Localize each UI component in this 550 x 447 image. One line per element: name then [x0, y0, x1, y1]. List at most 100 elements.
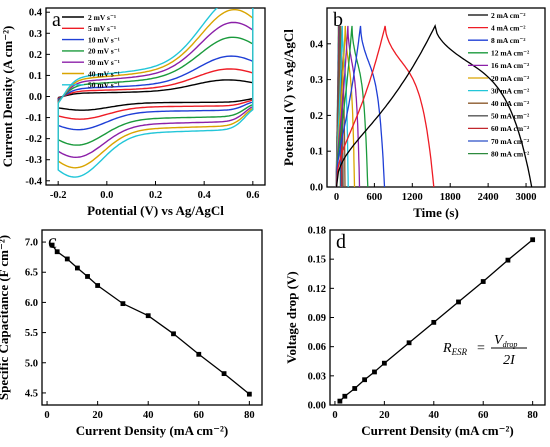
x-tick-label: 40 — [143, 410, 154, 421]
legend: 2 mV s⁻¹ 5 mV s⁻¹ 10 mV s⁻¹ 20 mV s⁻¹ 30 mV … — [62, 13, 120, 90]
panel-c: 0 20 40 60 80 4.5 5.0 5.5 6.0 6.5 7.0 c Current Dens… — [0, 229, 263, 438]
capacitance-point — [49, 242, 55, 248]
y-tick-label: 0.06 — [308, 342, 326, 353]
x-tick-label: 0 — [44, 410, 49, 421]
y-tick-label: 0.2 — [29, 50, 42, 61]
legend-label: 50 mV s⁻¹ — [88, 81, 120, 90]
plot-frame — [41, 229, 263, 406]
legend-label: 20 mV s⁻¹ — [88, 47, 120, 56]
voltage-drop-point — [381, 360, 387, 366]
x-tick-label: 1200 — [402, 192, 423, 203]
voltage-drop-point — [505, 257, 511, 263]
y-tick-label: 6.5 — [25, 268, 38, 279]
panel-letter: d — [336, 231, 346, 253]
voltage-drop-point — [362, 377, 367, 383]
panel-a: -0.2 0.0 0.2 0.4 0.6 -0.4 -0.3 -0.2 -0.1 0.0 0.1 0.… — [0, 7, 266, 218]
gcd-series — [335, 25, 386, 188]
y-tick-label: 0.3 — [29, 29, 42, 40]
y-tick-label: -0.4 — [25, 176, 42, 187]
legend-label: 40 mV s⁻¹ — [88, 69, 120, 78]
y-tick-label: -0.2 — [25, 134, 42, 145]
legend-label: 2 mA cm⁻² — [491, 11, 526, 20]
y-tick-label: -0.3 — [25, 155, 42, 166]
capacitance-point — [120, 301, 126, 307]
voltage-drop-point — [337, 398, 343, 404]
esr-equation: RESR = Vdrop 2I — [442, 333, 527, 368]
panel-letter: a — [52, 9, 61, 31]
voltage-drop-line — [339, 239, 534, 402]
panel-letter: b — [333, 9, 343, 31]
gcd-series — [335, 25, 361, 188]
x-tick-label: 600 — [367, 192, 383, 203]
capacitance-point — [95, 283, 101, 288]
y-axis-title: Current Density (A cm⁻²) — [0, 26, 15, 168]
y-tick-label: 0.12 — [308, 284, 326, 295]
voltage-drop-point — [342, 393, 348, 399]
x-tick-label: 60 — [478, 410, 489, 421]
x-tick-label: 40 — [429, 410, 440, 421]
y-tick-label: -0.1 — [25, 113, 42, 124]
voltage-drop-point — [456, 299, 461, 305]
y-tick-label: 0.4 — [310, 39, 324, 50]
capacitance-point — [246, 391, 252, 397]
gcd-series — [335, 24, 533, 188]
x-tick-label: 60 — [194, 410, 205, 421]
equation-denominator: 2I — [503, 353, 516, 368]
voltage-drop-point — [372, 369, 377, 375]
legend-label: 2 mV s⁻¹ — [88, 13, 116, 22]
y-tick-label: 0.1 — [29, 71, 42, 82]
legend-label: 16 mA cm⁻² — [491, 61, 530, 70]
capacitance-line — [51, 244, 250, 395]
x-tick-label: 80 — [527, 410, 538, 421]
x-tick-label: 20 — [379, 410, 390, 421]
y-tick-label: 0.1 — [310, 147, 323, 158]
y-tick-label: 0.15 — [308, 255, 326, 266]
y-tick-label: 0.00 — [308, 401, 326, 412]
x-axis-title: Potential (V) vs Ag/AgCl — [87, 203, 224, 218]
y-tick-label: 0.03 — [308, 371, 326, 382]
y-tick-label: 0.0 — [310, 183, 323, 194]
y-tick-label: 5.0 — [25, 358, 38, 369]
voltage-drop-point — [480, 279, 486, 284]
equation-numerator: Vdrop — [494, 333, 517, 349]
legend-label: 4 mA cm⁻² — [491, 23, 526, 32]
gcd-series — [335, 25, 435, 188]
capacitance-point — [221, 371, 227, 377]
y-tick-label: 0.3 — [310, 75, 323, 86]
x-tick-label: 0.4 — [198, 190, 212, 201]
capacitance-point — [75, 265, 80, 271]
x-axis-title: Current Density (mA cm⁻²) — [76, 423, 228, 438]
x-tick-label: 0.2 — [149, 190, 162, 201]
x-tick-label: 0.6 — [246, 190, 259, 201]
y-tick-label: 4.5 — [25, 388, 38, 399]
x-tick-label: 0 — [332, 410, 337, 421]
y-tick-label: 7.0 — [25, 238, 38, 249]
panel-letter: c — [48, 231, 57, 253]
plot-frame — [326, 7, 546, 188]
equation-equals: = — [477, 341, 485, 356]
y-axis-title: Voltage drop (V) — [284, 271, 299, 363]
y-tick-label: 5.5 — [25, 328, 38, 339]
x-tick-label: 1800 — [440, 192, 461, 203]
x-tick-label: -0.2 — [50, 190, 67, 201]
x-tick-label: 0 — [334, 192, 339, 203]
legend-label: 10 mV s⁻¹ — [88, 35, 120, 44]
legend-label: 12 mA cm⁻² — [491, 49, 530, 58]
legend-label: 40 mA cm⁻² — [491, 99, 530, 108]
capacitance-point — [196, 351, 202, 357]
legend: 2 mA cm⁻² 4 mA cm⁻² 8 mA cm⁻² 12 mA cm⁻² 16 … — [468, 11, 530, 158]
cv-curves — [57, 8, 254, 178]
capacitance-point — [145, 313, 151, 319]
x-axis-title: Time (s) — [413, 205, 459, 220]
y-tick-label: 0.0 — [29, 92, 42, 103]
x-tick-label: 0.0 — [100, 190, 113, 201]
legend-label: 50 mA cm⁻² — [491, 112, 530, 121]
y-axis-title: Potential (V) vs Ag/AgCl — [281, 29, 296, 166]
x-tick-label: 20 — [92, 410, 103, 421]
x-tick-label: 80 — [244, 410, 255, 421]
legend-label: 30 mA cm⁻² — [491, 86, 530, 95]
voltage-drop-point — [431, 319, 437, 325]
legend-label: 20 mA cm⁻² — [491, 74, 530, 83]
y-tick-label: 0.18 — [308, 226, 326, 237]
